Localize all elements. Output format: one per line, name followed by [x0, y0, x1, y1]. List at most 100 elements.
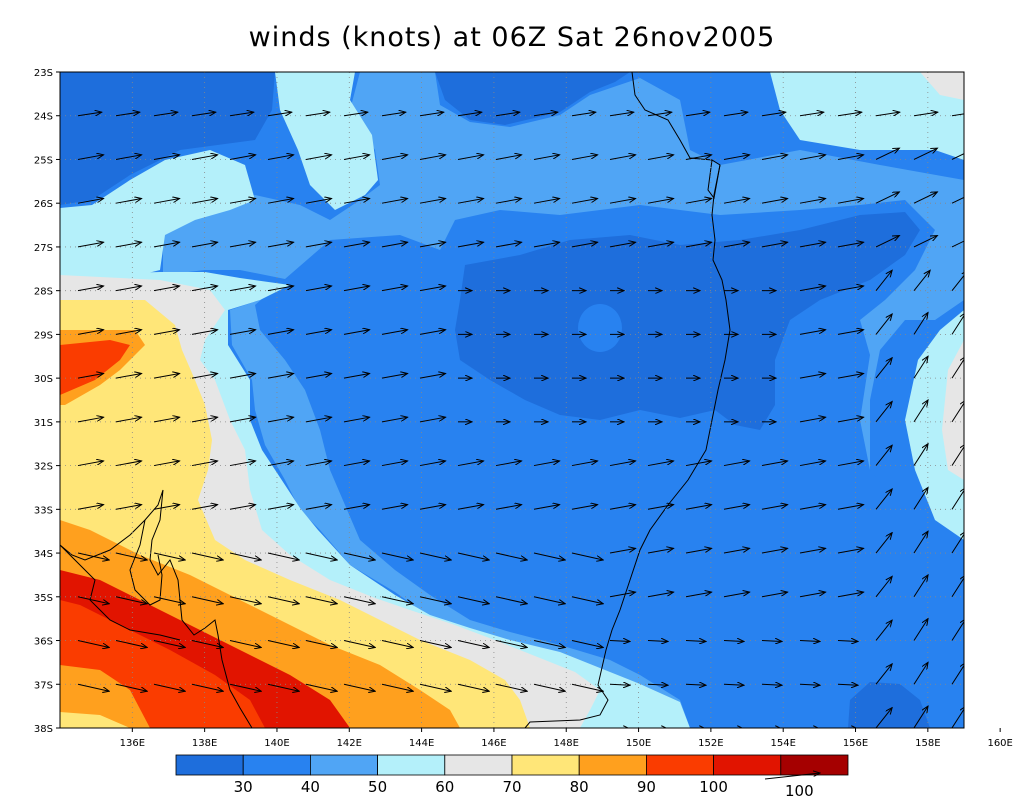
wind-arrow — [762, 72, 786, 73]
wind-arrow — [913, 619, 928, 641]
colorbar-swatch — [444, 754, 513, 776]
lat-label: 37S — [34, 680, 53, 691]
wind-arrow — [77, 596, 109, 604]
wind-arrow — [610, 72, 634, 73]
wind-arrow — [343, 199, 370, 204]
wind-arrow — [837, 461, 864, 467]
wind-arrow — [343, 505, 370, 510]
wind-arrow — [381, 552, 413, 560]
wind-arrow — [685, 112, 710, 117]
colorbar-swatch — [578, 754, 647, 776]
wind-arrow — [420, 72, 444, 73]
wind-arrow — [799, 373, 826, 379]
lat-label: 32S — [34, 462, 53, 473]
wind-arrow — [343, 112, 368, 117]
wind-arrow — [685, 505, 712, 510]
wind-arrow — [77, 461, 104, 467]
wind-arrow — [685, 155, 712, 160]
wind-arrow — [343, 286, 370, 292]
wind-arrow — [343, 461, 370, 467]
wind-arrow — [267, 155, 294, 160]
wind-arrow — [457, 552, 489, 560]
wind-arrow — [191, 242, 218, 248]
wind-arrow — [305, 505, 332, 510]
wind-arrow — [115, 640, 147, 647]
wind-arrow — [723, 684, 744, 685]
colorbar-label: 30 — [234, 778, 253, 796]
wind-arrow — [837, 286, 864, 292]
colorbar-label: 40 — [301, 778, 320, 796]
wind-arrow — [419, 596, 451, 604]
wind-arrow — [77, 505, 104, 510]
lon-label: 156E — [843, 738, 868, 749]
wind-arrow — [799, 417, 826, 423]
wind-arrow — [533, 242, 560, 248]
wind-arrow — [534, 72, 558, 73]
wind-arrow — [875, 112, 900, 117]
wind-arrow — [800, 72, 824, 73]
wind-arrow — [647, 640, 668, 641]
longitude-labels: 136E 138E 140E 142E 144E 146E 148E 150E 152E 154E… — [120, 728, 1013, 749]
lat-label: 31S — [34, 418, 53, 429]
wind-arrow — [154, 72, 178, 73]
wind-arrow — [609, 155, 636, 160]
wind-arrow — [875, 664, 892, 685]
wind-arrow — [153, 683, 185, 691]
colorbar-label: 60 — [435, 778, 454, 796]
wind-arrow — [419, 373, 446, 379]
wind-arrow — [77, 640, 109, 647]
wind-arrow — [382, 72, 406, 73]
wind-arrow — [229, 417, 256, 423]
wind-arrow — [799, 286, 826, 292]
wind-arrow — [647, 461, 674, 467]
wind-arrow — [457, 242, 484, 248]
wind-arrow — [267, 330, 294, 335]
wind-arrow — [305, 155, 332, 160]
wind-arrow — [457, 199, 484, 204]
wind-arrow — [305, 286, 332, 292]
wind-arrow — [191, 112, 216, 117]
wind-arrow — [381, 505, 408, 510]
wind-arrow — [685, 640, 706, 641]
wind-arrow — [647, 199, 674, 204]
wind-arrow — [571, 199, 598, 204]
wind-speed-fill — [60, 72, 964, 728]
wind-arrow — [913, 192, 937, 204]
wind-arrow — [723, 155, 750, 160]
wind-arrow — [533, 505, 560, 510]
wind-arrow — [609, 505, 636, 510]
colorbar-overflow-label: 100 — [785, 782, 814, 800]
wind-arrow — [229, 505, 256, 510]
wind-arrow — [799, 242, 826, 248]
wind-arrow — [268, 72, 292, 73]
wind-arrow — [838, 72, 862, 73]
wind-arrow — [153, 286, 180, 292]
wind-arrow — [267, 640, 299, 647]
wind-arrow — [419, 199, 446, 204]
wind-arrow — [533, 552, 565, 560]
wind-arrow — [875, 576, 892, 598]
wind-arrow — [77, 155, 104, 160]
wind-arrow — [495, 683, 527, 691]
wind-arrow — [191, 596, 223, 604]
wind-arrow — [647, 548, 674, 554]
wind-arrow — [419, 552, 451, 560]
wind-arrow — [571, 552, 603, 560]
wind-arrow — [647, 242, 674, 248]
wind-arrow — [267, 112, 292, 117]
wind-arrow — [343, 640, 375, 647]
wind-arrow — [115, 330, 142, 335]
wind-arrow — [571, 242, 598, 248]
wind-arrow — [913, 356, 928, 379]
wind-arrow — [115, 199, 142, 204]
wind-arrow — [876, 72, 900, 73]
colorbar-label: 100 — [699, 778, 728, 796]
wind-arrow — [723, 548, 750, 554]
wind-arrow — [799, 640, 820, 641]
wind-arrow — [267, 199, 294, 204]
wind-arrow — [761, 548, 788, 554]
lat-label: 34S — [34, 549, 53, 560]
wind-arrow — [419, 640, 451, 647]
wind-arrow — [230, 72, 254, 73]
